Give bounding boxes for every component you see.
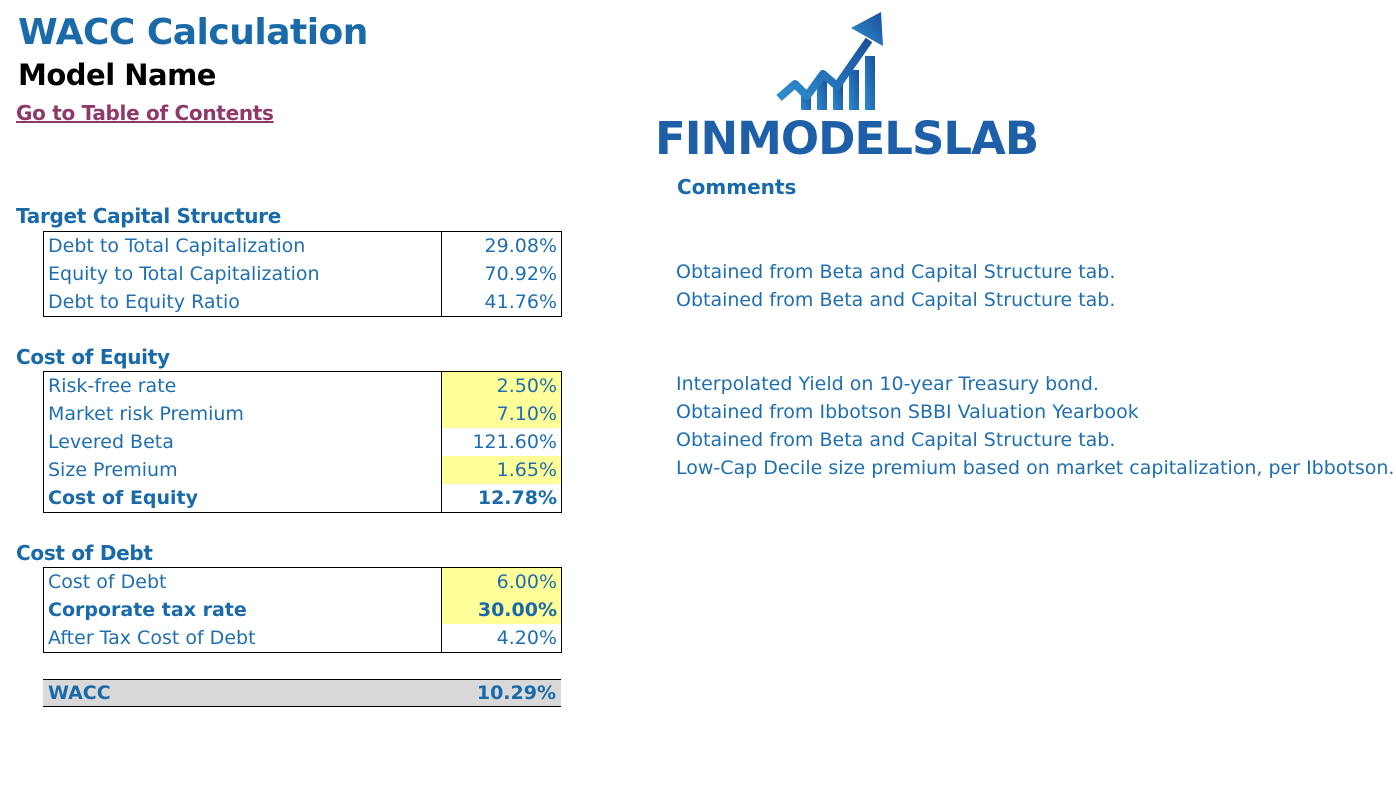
cell-value[interactable]: 70.92% xyxy=(441,260,562,288)
wacc-value[interactable]: 10.29% xyxy=(476,682,556,704)
comment-levered-beta: Obtained from Beta and Capital Structure… xyxy=(676,429,1116,451)
logo-text: FINMODELSLAB xyxy=(655,112,1039,165)
table-row: Risk-free rate 2.50% xyxy=(43,371,562,400)
comment-market-risk-premium: Obtained from Ibbotson SBBI Valuation Ye… xyxy=(676,401,1139,423)
table-row: After Tax Cost of Debt 4.20% xyxy=(43,624,562,653)
table-row: Debt to Total Capitalization 29.08% xyxy=(43,231,562,260)
cell-value[interactable]: 4.20% xyxy=(441,624,562,653)
row-label: Market risk Premium xyxy=(43,400,442,428)
section-heading-cost-of-equity: Cost of Equity xyxy=(16,345,170,369)
row-label: Risk-free rate xyxy=(43,371,442,400)
cell-value[interactable]: 41.76% xyxy=(441,288,562,317)
row-label: Equity to Total Capitalization xyxy=(43,260,442,288)
table-row: Size Premium 1.65% xyxy=(43,456,562,484)
logo: FINMODELSLAB xyxy=(655,10,1039,165)
table-row: Debt to Equity Ratio 41.76% xyxy=(43,288,562,317)
table-row: Cost of Debt 6.00% xyxy=(43,567,562,596)
row-label: After Tax Cost of Debt xyxy=(43,624,442,653)
wacc-total-row: WACC 10.29% xyxy=(43,679,561,707)
table-row: Corporate tax rate 30.00% xyxy=(43,596,562,624)
input-cell[interactable]: 2.50% xyxy=(441,371,562,400)
comment-equity-to-capitalization: Obtained from Beta and Capital Structure… xyxy=(676,261,1116,283)
table-row: Market risk Premium 7.10% xyxy=(43,400,562,428)
comments-heading: Comments xyxy=(677,175,797,199)
row-label: Levered Beta xyxy=(43,428,442,456)
row-label: Debt to Equity Ratio xyxy=(43,288,442,317)
cost-of-equity-table: Risk-free rate 2.50% Market risk Premium… xyxy=(43,371,562,513)
cell-value[interactable]: 29.08% xyxy=(441,231,562,260)
page-title: WACC Calculation xyxy=(18,12,368,53)
comment-size-premium: Low-Cap Decile size premium based on mar… xyxy=(676,457,1395,479)
table-row: Cost of Equity 12.78% xyxy=(43,484,562,513)
comment-debt-to-equity: Obtained from Beta and Capital Structure… xyxy=(676,289,1116,311)
row-label: Cost of Equity xyxy=(43,484,442,513)
wacc-label: WACC xyxy=(48,682,111,704)
input-cell[interactable]: 7.10% xyxy=(441,400,562,428)
section-heading-capital-structure: Target Capital Structure xyxy=(16,204,281,228)
comment-risk-free-rate: Interpolated Yield on 10-year Treasury b… xyxy=(676,373,1099,395)
model-name: Model Name xyxy=(18,58,216,92)
cell-value[interactable]: 12.78% xyxy=(441,484,562,513)
section-heading-cost-of-debt: Cost of Debt xyxy=(16,541,153,565)
table-row: Levered Beta 121.60% xyxy=(43,428,562,456)
row-label: Debt to Total Capitalization xyxy=(43,231,442,260)
input-cell[interactable]: 1.65% xyxy=(441,456,562,484)
row-label: Size Premium xyxy=(43,456,442,484)
input-cell[interactable]: 30.00% xyxy=(441,596,562,624)
growth-chart-logo-icon xyxy=(776,12,883,110)
capital-structure-table: Debt to Total Capitalization 29.08% Equi… xyxy=(43,231,562,317)
table-of-contents-link[interactable]: Go to Table of Contents xyxy=(16,101,274,125)
cell-value[interactable]: 121.60% xyxy=(441,428,562,456)
row-label: Corporate tax rate xyxy=(43,596,442,624)
row-label: Cost of Debt xyxy=(43,567,442,596)
input-cell[interactable]: 6.00% xyxy=(441,567,562,596)
table-row: Equity to Total Capitalization 70.92% xyxy=(43,260,562,288)
cost-of-debt-table: Cost of Debt 6.00% Corporate tax rate 30… xyxy=(43,567,562,653)
